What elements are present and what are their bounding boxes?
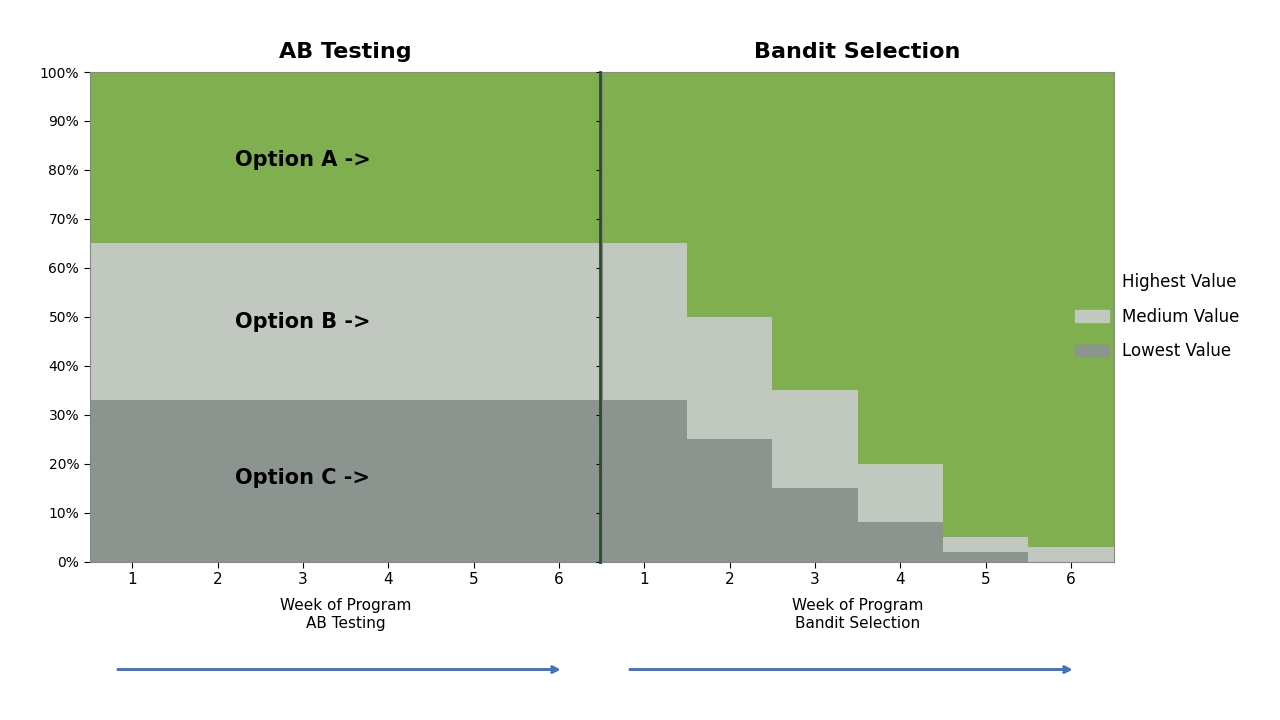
Bar (943, 537, 1028, 552)
Bar (516, 72, 602, 243)
Bar (90, 243, 175, 400)
Bar (602, 243, 687, 400)
Bar (1028, 72, 1114, 547)
Bar (90, 400, 175, 562)
Bar (431, 400, 516, 562)
Text: Option A ->: Option A -> (236, 150, 371, 170)
Bar (260, 400, 346, 562)
Bar (175, 72, 260, 243)
Bar (858, 464, 943, 523)
Bar (346, 72, 431, 243)
Bar (772, 72, 858, 390)
Text: Option B ->: Option B -> (236, 312, 371, 332)
Title: AB Testing: AB Testing (279, 42, 412, 62)
Bar (687, 72, 772, 317)
X-axis label: Week of Program
AB Testing: Week of Program AB Testing (280, 598, 411, 631)
Bar (431, 243, 516, 400)
Bar (431, 72, 516, 243)
Bar (772, 390, 858, 488)
Bar (346, 400, 431, 562)
Bar (858, 72, 943, 464)
Bar (602, 400, 687, 562)
Bar (943, 552, 1028, 562)
Bar (943, 72, 1028, 537)
Bar (175, 400, 260, 562)
Bar (90, 72, 175, 243)
Bar (858, 523, 943, 562)
X-axis label: Week of Program
Bandit Selection: Week of Program Bandit Selection (792, 598, 923, 631)
Bar (516, 400, 602, 562)
Bar (260, 243, 346, 400)
Bar (260, 72, 346, 243)
Bar (1028, 547, 1114, 562)
Bar (687, 439, 772, 562)
Bar (687, 317, 772, 439)
Text: Option C ->: Option C -> (236, 469, 370, 488)
Legend: Highest Value, Medium Value, Lowest Value: Highest Value, Medium Value, Lowest Valu… (1069, 266, 1245, 367)
Title: Bandit Selection: Bandit Selection (754, 42, 961, 62)
Bar (602, 72, 687, 243)
Bar (346, 243, 431, 400)
Bar (772, 488, 858, 562)
Bar (175, 243, 260, 400)
Bar (516, 243, 602, 400)
